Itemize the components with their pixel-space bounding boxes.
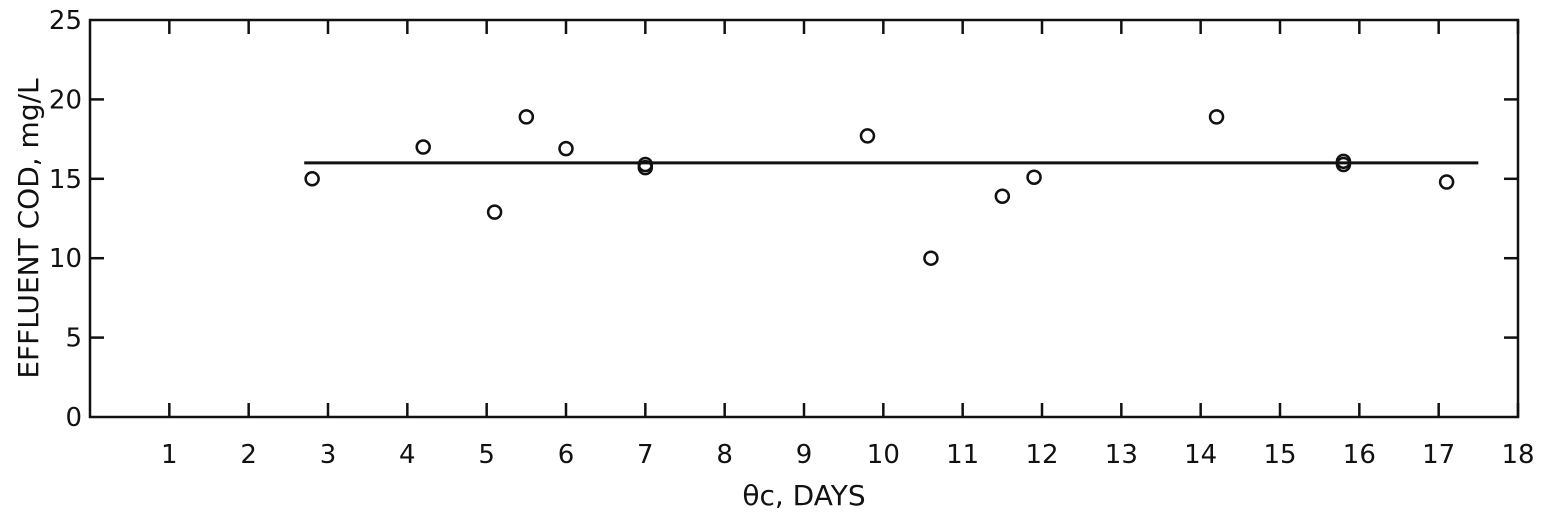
y-axis-tick-labels: 0 5 10 15 20 25	[49, 6, 82, 433]
x-tick-label-10: 10	[867, 440, 900, 470]
x-tick-label-1: 1	[161, 440, 178, 470]
data-point-9	[923, 250, 939, 266]
data-points	[304, 109, 1455, 266]
x-tick-label-11: 11	[946, 440, 979, 470]
data-point-11	[1026, 169, 1042, 185]
data-point-12	[1208, 109, 1225, 125]
data-point-4	[518, 109, 535, 125]
y-tick-label-25: 25	[49, 6, 82, 36]
x-tick-label-18: 18	[1501, 440, 1534, 470]
y-tick-label-10: 10	[49, 244, 82, 274]
y-tick-label-0: 0	[65, 403, 82, 433]
data-point-5	[558, 140, 574, 157]
plot-frame	[88, 18, 1520, 419]
x-axis-title: θc, DAYS	[742, 479, 865, 512]
x-tick-label-8: 8	[716, 440, 733, 470]
x-tick-label-5: 5	[478, 440, 495, 470]
x-tick-label-6: 6	[558, 440, 575, 470]
x-tick-label-12: 12	[1025, 440, 1058, 470]
x-tick-label-16: 16	[1343, 440, 1376, 470]
data-point-7	[637, 156, 654, 173]
y-axis-ticks	[90, 98, 1518, 339]
x-tick-label-4: 4	[399, 440, 416, 470]
x-tick-label-17: 17	[1422, 440, 1455, 470]
x-tick-label-14: 14	[1184, 440, 1217, 470]
x-tick-label-15: 15	[1263, 440, 1296, 470]
data-point-15	[1438, 174, 1455, 190]
x-tick-label-13: 13	[1105, 440, 1138, 470]
data-point-1	[304, 171, 320, 187]
x-tick-label-9: 9	[796, 440, 813, 470]
x-tick-label-2: 2	[240, 440, 257, 470]
y-tick-label-20: 20	[49, 85, 82, 115]
data-point-10	[994, 188, 1011, 205]
y-axis-title: EFFLUENT COD, mg/L	[12, 78, 45, 379]
data-point-2	[415, 139, 431, 155]
x-tick-label-7: 7	[637, 440, 654, 470]
x-axis-ticks	[168, 20, 1520, 417]
data-point-3	[486, 204, 503, 220]
x-axis-tick-labels: 1 2 3 4 5 6 7 8 9 10 11 12 13 14 15 16 17 18	[161, 440, 1534, 470]
y-tick-label-15: 15	[49, 165, 82, 195]
data-point-14	[1335, 153, 1352, 170]
x-tick-label-3: 3	[320, 440, 337, 470]
data-point-8	[859, 128, 876, 144]
y-tick-label-5: 5	[65, 324, 82, 354]
